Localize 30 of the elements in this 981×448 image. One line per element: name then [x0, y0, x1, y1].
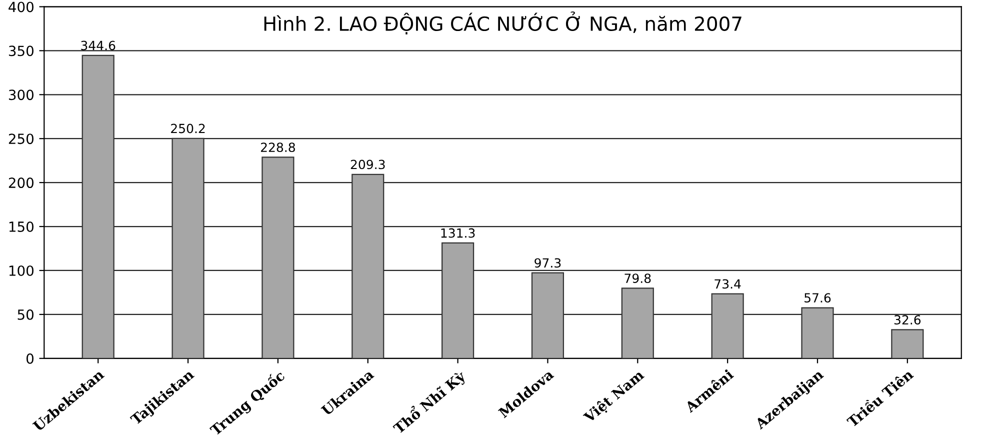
bar: [172, 138, 204, 358]
data-label: 73.4: [714, 279, 741, 289]
bar: [262, 156, 294, 358]
chart-title: Hình 2. LAO ĐỘNG CÁC NƯỚC Ở NGA, năm 2007: [264, 12, 742, 34]
y-tick-label: 400: [8, 2, 34, 12]
bar: [82, 54, 114, 358]
data-label: 57.6: [804, 293, 831, 303]
data-label: 131.3: [441, 228, 475, 238]
data-label: 250.2: [171, 124, 205, 134]
data-label: 228.8: [260, 142, 295, 152]
y-tick-label: 250: [8, 134, 34, 144]
y-tick-label: 300: [8, 90, 34, 100]
y-tick-label: 200: [8, 178, 34, 188]
data-label: 209.3: [350, 160, 385, 170]
data-label: 32.6: [894, 315, 921, 325]
bar: [352, 174, 384, 358]
y-tick-label: 350: [8, 46, 34, 56]
y-tick-label: 50: [18, 309, 34, 320]
bar: [801, 307, 834, 358]
bar: [711, 293, 744, 358]
y-tick-label: 0: [26, 353, 34, 364]
bar: [891, 329, 924, 358]
bar: [531, 272, 564, 358]
y-tick-label: 100: [9, 265, 34, 276]
data-label: 79.8: [624, 274, 651, 284]
y-tick-label: 150: [9, 221, 34, 232]
bar: [621, 288, 654, 358]
data-label: 97.3: [534, 258, 561, 268]
bar: [442, 242, 474, 358]
data-label: 344.6: [81, 40, 116, 50]
